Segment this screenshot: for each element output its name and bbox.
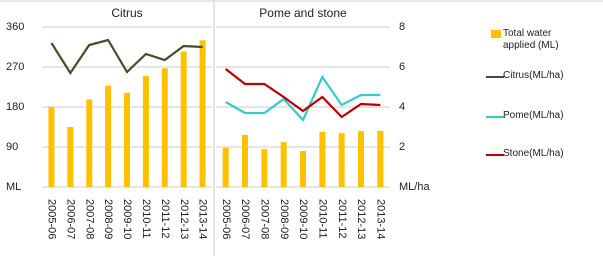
line-series xyxy=(224,68,381,119)
y2-tick-label: 8 xyxy=(399,21,405,33)
legend-label: Pome(ML/ha) xyxy=(503,110,564,121)
x-tick-label: 2008-09 xyxy=(278,199,290,239)
line-series xyxy=(50,38,203,76)
bar xyxy=(358,131,364,187)
x-tick-label: 2009-10 xyxy=(121,199,133,239)
x-tick-label: 2010-11 xyxy=(316,199,328,239)
bar xyxy=(319,131,326,187)
bar xyxy=(67,127,74,187)
legend-label: Stone(ML/ha) xyxy=(503,148,564,159)
x-tick-label: 2006-07 xyxy=(64,199,76,239)
x-tick-label: 2012-13 xyxy=(355,199,367,239)
y-tick-label: 180 xyxy=(6,101,24,113)
x-tick-label: 2005-06 xyxy=(46,199,58,239)
legend-label: Total water applied (ML) xyxy=(503,28,559,51)
y-tick-label: 90 xyxy=(6,141,18,153)
panel-title: Citrus xyxy=(111,6,142,20)
bar xyxy=(142,75,149,187)
x-tick-label: 2011-12 xyxy=(336,199,348,239)
y-tick-label: 270 xyxy=(6,61,24,73)
bar xyxy=(222,147,229,187)
x-tick-label: 2005-06 xyxy=(220,199,232,239)
x-tick-label: 2013-14 xyxy=(374,199,386,239)
legend-swatch xyxy=(491,30,501,38)
bar xyxy=(280,142,287,187)
y2-tick-label: 2 xyxy=(399,141,405,153)
bar xyxy=(105,85,112,187)
y-tick-label: ML xyxy=(6,181,21,193)
y2-tick-label: 6 xyxy=(399,61,405,73)
bar xyxy=(199,40,206,188)
legend-swatch xyxy=(486,116,504,118)
bar xyxy=(261,149,268,187)
x-tick-label: 2007-08 xyxy=(258,199,270,239)
line-series xyxy=(225,74,381,122)
y2-tick-label: ML/ha xyxy=(399,181,430,193)
bar xyxy=(338,133,345,187)
bar xyxy=(86,99,93,187)
x-tick-label: 2011-12 xyxy=(159,199,171,239)
x-tick-label: 2012-13 xyxy=(178,199,190,239)
x-tick-label: 2007-08 xyxy=(83,199,95,239)
bar xyxy=(161,68,168,187)
y2-tick-label: 4 xyxy=(399,101,405,113)
x-tick-label: 2006-07 xyxy=(239,199,251,239)
x-tick-label: 2008-09 xyxy=(102,199,114,239)
x-tick-label: 2013-14 xyxy=(197,199,209,239)
bar xyxy=(242,135,248,187)
x-tick-label: 2010-11 xyxy=(140,199,152,239)
bar xyxy=(377,131,384,187)
panel-title: Pome and stone xyxy=(259,6,347,20)
legend-label: Citrus(ML/ha) xyxy=(503,70,564,81)
y-tick-label: 360 xyxy=(6,21,24,33)
legend-swatch xyxy=(486,154,504,156)
x-tick-label: 2009-10 xyxy=(297,199,309,239)
bar xyxy=(48,107,55,187)
legend-swatch xyxy=(486,76,504,78)
bar xyxy=(300,151,306,187)
bar xyxy=(180,51,187,187)
bar xyxy=(124,92,130,187)
